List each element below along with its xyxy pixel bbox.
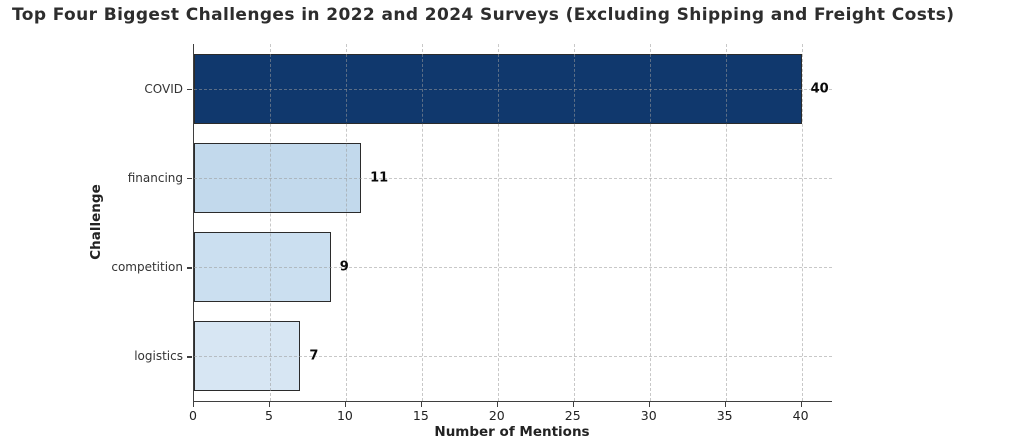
y-tick-label-competition: competition bbox=[111, 260, 183, 275]
x-tick-label-20: 20 bbox=[488, 408, 505, 423]
x-tick-label-0: 0 bbox=[189, 408, 197, 423]
x-axis-label: Number of Mentions bbox=[434, 424, 590, 440]
gridline-y-competition bbox=[194, 267, 832, 269]
gridline-y-logistics bbox=[194, 356, 832, 358]
gridline-x-10 bbox=[345, 44, 347, 401]
x-tick-label-40: 40 bbox=[792, 408, 809, 423]
value-label-logistics: 7 bbox=[309, 348, 319, 364]
x-tick-mark-5 bbox=[268, 402, 271, 407]
y-tick-label-logistics: logistics bbox=[134, 349, 183, 364]
gridline-y-financing bbox=[194, 177, 832, 179]
value-label-financing: 11 bbox=[370, 170, 389, 186]
x-tick-label-25: 25 bbox=[564, 408, 581, 423]
gridline-y-covid bbox=[194, 88, 832, 90]
x-tick-label-10: 10 bbox=[336, 408, 353, 423]
x-tick-label-35: 35 bbox=[716, 408, 733, 423]
y-tick-mark-competition bbox=[187, 267, 192, 269]
x-tick-label-5: 5 bbox=[264, 408, 273, 423]
value-label-covid: 40 bbox=[810, 81, 829, 97]
y-tick-mark-covid bbox=[187, 88, 192, 91]
x-tick-mark-15 bbox=[420, 402, 423, 407]
chart-title: Top Four Biggest Challenges in 2022 and … bbox=[12, 5, 955, 25]
gridline-x-5 bbox=[269, 44, 271, 401]
y-tick-mark-logistics bbox=[187, 356, 192, 358]
x-tick-mark-25 bbox=[572, 402, 575, 407]
value-label-competition: 9 bbox=[339, 259, 349, 275]
gridline-x-15 bbox=[421, 44, 423, 401]
x-tick-mark-20 bbox=[496, 402, 499, 407]
y-tick-mark-financing bbox=[187, 177, 192, 180]
x-tick-mark-0 bbox=[193, 402, 195, 407]
y-tick-label-financing: financing bbox=[127, 170, 183, 185]
x-tick-mark-30 bbox=[648, 402, 651, 407]
gridline-x-35 bbox=[725, 44, 727, 401]
plot-area: 40 11 9 7 bbox=[193, 44, 832, 402]
x-tick-label-15: 15 bbox=[412, 408, 429, 423]
gridline-x-30 bbox=[649, 44, 651, 401]
x-tick-mark-40 bbox=[800, 402, 802, 407]
x-tick-mark-35 bbox=[724, 402, 727, 407]
x-tick-label-30: 30 bbox=[640, 408, 657, 423]
y-tick-label-covid: COVID bbox=[144, 81, 183, 96]
y-axis-label: Challenge bbox=[88, 184, 104, 260]
gridline-x-25 bbox=[573, 44, 575, 401]
gridline-x-40 bbox=[801, 44, 803, 401]
gridline-x-20 bbox=[497, 44, 499, 401]
x-tick-mark-10 bbox=[344, 402, 347, 407]
